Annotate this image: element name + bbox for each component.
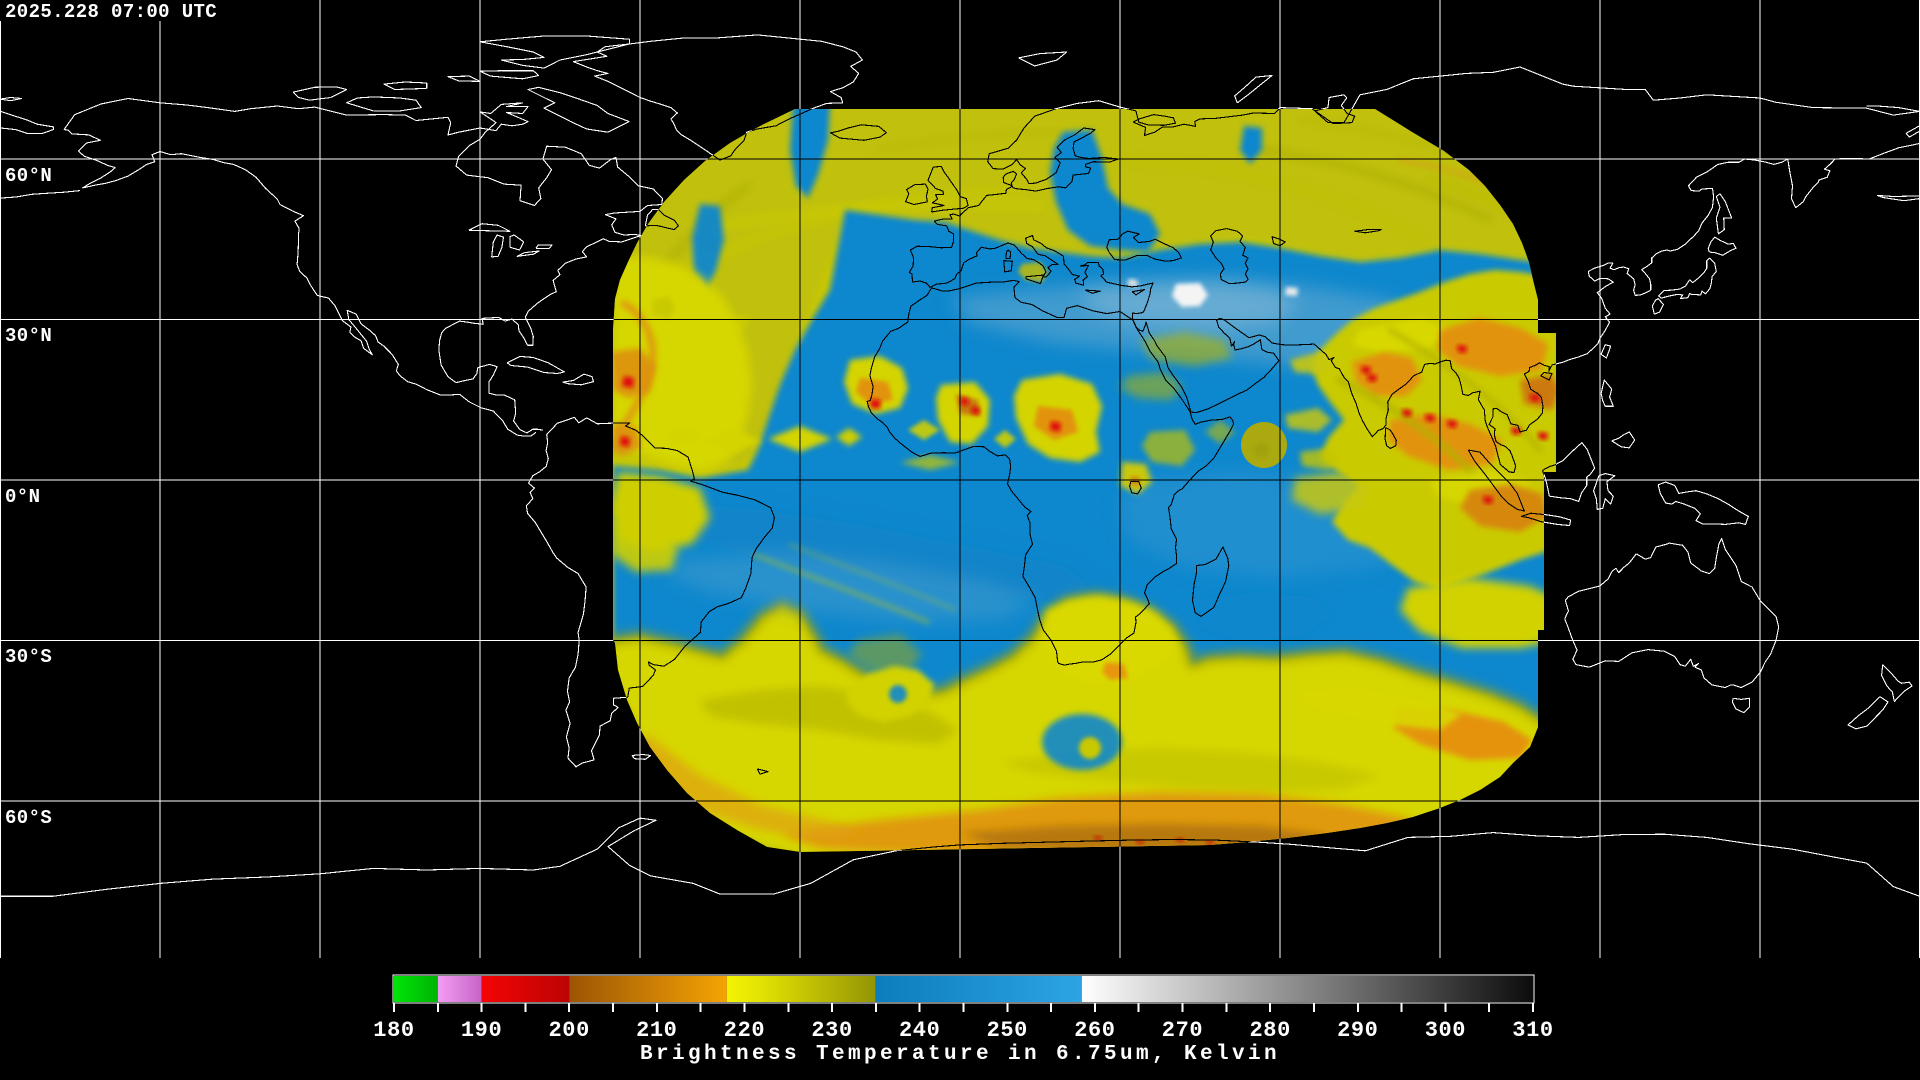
- svg-text:30°N: 30°N: [5, 325, 52, 347]
- svg-text:240: 240: [899, 1018, 940, 1043]
- svg-text:270: 270: [1162, 1018, 1203, 1043]
- svg-text:310: 310: [1512, 1018, 1553, 1043]
- svg-text:250: 250: [987, 1018, 1028, 1043]
- svg-text:Brightness Temperature in 6.75: Brightness Temperature in 6.75um, Kelvin: [640, 1043, 1280, 1066]
- svg-text:280: 280: [1249, 1018, 1290, 1043]
- svg-text:30°S: 30°S: [5, 646, 52, 668]
- svg-text:0°N: 0°N: [5, 486, 40, 508]
- svg-text:260: 260: [1074, 1018, 1115, 1043]
- svg-text:300: 300: [1425, 1018, 1466, 1043]
- svg-text:230: 230: [811, 1018, 852, 1043]
- svg-text:60°N: 60°N: [5, 165, 52, 187]
- svg-text:60°S: 60°S: [5, 807, 52, 829]
- svg-text:2025.228 07:00 UTC: 2025.228 07:00 UTC: [5, 1, 217, 23]
- svg-text:180: 180: [373, 1018, 414, 1043]
- svg-text:210: 210: [636, 1018, 677, 1043]
- svg-text:290: 290: [1337, 1018, 1378, 1043]
- svg-text:200: 200: [548, 1018, 589, 1043]
- svg-text:190: 190: [461, 1018, 502, 1043]
- svg-text:220: 220: [724, 1018, 765, 1043]
